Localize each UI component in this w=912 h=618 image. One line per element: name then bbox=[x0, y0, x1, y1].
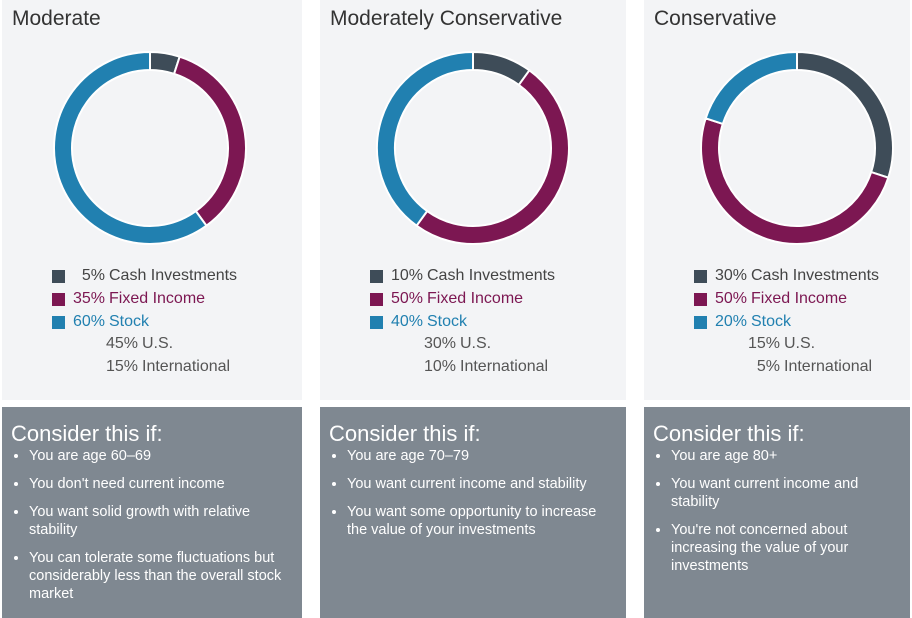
chart-panel: Moderate 5% Cash Investments 35% Fixed Incom… bbox=[2, 0, 302, 400]
legend-value: 20% bbox=[714, 313, 747, 330]
consider-item: You want solid growth with relative stab… bbox=[29, 503, 284, 539]
consider-panel: Consider this if:You are age 70–79 You wa… bbox=[320, 407, 626, 618]
legend-swatch bbox=[52, 269, 65, 283]
legend-item: 50% Fixed Income bbox=[370, 289, 523, 309]
donut-chart bbox=[700, 50, 894, 245]
consider-heading: Consider this if: bbox=[11, 421, 163, 446]
breakdown-label: U.S. bbox=[460, 335, 492, 352]
legend-value: 10% bbox=[390, 267, 423, 284]
stock-breakdown-item: 10% International bbox=[404, 358, 548, 378]
consider-item: You're not concerned about increasing th… bbox=[671, 521, 892, 575]
consider-list: You are age 70–79 You want current income… bbox=[328, 447, 608, 549]
legend-label: Stock bbox=[109, 313, 150, 330]
legend-label: Cash Investments bbox=[751, 267, 880, 284]
breakdown-label: U.S. bbox=[784, 335, 816, 352]
consider-heading: Consider this if: bbox=[329, 421, 481, 446]
column: Moderately Conservative 10% Cash Investmen… bbox=[320, 0, 626, 618]
legend-item: 5% Cash Investments bbox=[52, 266, 237, 286]
stock-breakdown-item: 15% International bbox=[86, 358, 230, 378]
legend-value: 40% bbox=[390, 313, 423, 330]
breakdown-label: International bbox=[784, 358, 873, 375]
column: Moderate 5% Cash Investments 35% Fixed Incom… bbox=[2, 0, 302, 618]
consider-panel: Consider this if:You are age 80+ You want… bbox=[644, 407, 910, 618]
consider-list: You are age 80+ You want current income a… bbox=[652, 447, 892, 585]
legend-item: 30% Cash Investments bbox=[694, 266, 879, 286]
donut-segment bbox=[53, 50, 208, 245]
legend-swatch bbox=[52, 315, 65, 329]
legend-swatch bbox=[52, 292, 65, 306]
breakdown-value: 15% bbox=[747, 335, 780, 352]
breakdown-label: International bbox=[142, 358, 231, 375]
legend-label: Fixed Income bbox=[751, 290, 848, 307]
legend-value: 60% bbox=[72, 313, 105, 330]
legend-swatch bbox=[370, 315, 383, 329]
consider-item: You don't need current income bbox=[29, 475, 284, 493]
breakdown-label: International bbox=[460, 358, 549, 375]
consider-item: You are age 80+ bbox=[671, 447, 892, 465]
legend-label: Fixed Income bbox=[427, 290, 524, 307]
legend-value: 30% bbox=[714, 267, 747, 284]
legend-value: 35% bbox=[72, 290, 105, 307]
chart-panel: Moderately Conservative 10% Cash Investmen… bbox=[320, 0, 626, 400]
legend-swatch bbox=[694, 315, 707, 329]
legend-item: 20% Stock bbox=[694, 312, 791, 332]
breakdown-value: 5% bbox=[756, 358, 780, 375]
column: Conservative 30% Cash Investments 50% Fixed … bbox=[644, 0, 910, 618]
legend-item: 40% Stock bbox=[370, 312, 467, 332]
chart-title: Moderately Conservative bbox=[330, 7, 563, 30]
donut-segment bbox=[796, 50, 894, 179]
breakdown-label: U.S. bbox=[142, 335, 174, 352]
legend-swatch bbox=[370, 292, 383, 306]
donut-segment bbox=[704, 50, 798, 126]
consider-panel: Consider this if:You are age 60–69 You do… bbox=[2, 407, 302, 618]
donut-segment bbox=[472, 50, 531, 87]
legend-value: 5% bbox=[81, 267, 105, 284]
donut-segment bbox=[415, 68, 570, 245]
legend-label: Fixed Income bbox=[109, 290, 206, 307]
donut-segment bbox=[172, 55, 247, 228]
chart-title: Conservative bbox=[654, 7, 777, 30]
breakdown-value: 10% bbox=[423, 358, 456, 375]
legend-label: Cash Investments bbox=[109, 267, 238, 284]
legend-value: 50% bbox=[390, 290, 423, 307]
breakdown-value: 45% bbox=[105, 335, 138, 352]
consider-list: You are age 60–69 You don't need current … bbox=[10, 447, 284, 613]
consider-item: You want current income and stability bbox=[671, 475, 892, 511]
consider-heading: Consider this if: bbox=[653, 421, 805, 446]
chart-panel: Conservative 30% Cash Investments 50% Fixed … bbox=[644, 0, 910, 400]
legend-value: 50% bbox=[714, 290, 747, 307]
chart-title: Moderate bbox=[12, 7, 101, 30]
consider-item: You want some opportunity to increase th… bbox=[347, 503, 608, 539]
breakdown-value: 30% bbox=[423, 335, 456, 352]
legend-item: 10% Cash Investments bbox=[370, 266, 555, 286]
legend-swatch bbox=[370, 269, 383, 283]
legend-swatch bbox=[694, 292, 707, 306]
consider-item: You can tolerate some fluctuations but c… bbox=[29, 549, 284, 603]
legend-item: 60% Stock bbox=[52, 312, 149, 332]
stock-breakdown-item: 30% U.S. bbox=[404, 335, 491, 355]
stock-breakdown-item: 45% U.S. bbox=[86, 335, 173, 355]
donut-chart bbox=[53, 50, 247, 245]
consider-item: You are age 70–79 bbox=[347, 447, 608, 465]
stock-breakdown-item: 15% U.S. bbox=[728, 335, 815, 355]
donut-segment bbox=[376, 50, 474, 228]
legend-label: Cash Investments bbox=[427, 267, 556, 284]
legend-swatch bbox=[694, 269, 707, 283]
legend-item: 50% Fixed Income bbox=[694, 289, 847, 309]
legend-label: Stock bbox=[427, 313, 468, 330]
consider-item: You want current income and stability bbox=[347, 475, 608, 493]
breakdown-value: 15% bbox=[105, 358, 138, 375]
donut-segment bbox=[700, 117, 890, 245]
legend-label: Stock bbox=[751, 313, 792, 330]
stock-breakdown-item: 5% International bbox=[728, 358, 872, 378]
legend-item: 35% Fixed Income bbox=[52, 289, 205, 309]
consider-item: You are age 60–69 bbox=[29, 447, 284, 465]
donut-chart bbox=[376, 50, 570, 245]
